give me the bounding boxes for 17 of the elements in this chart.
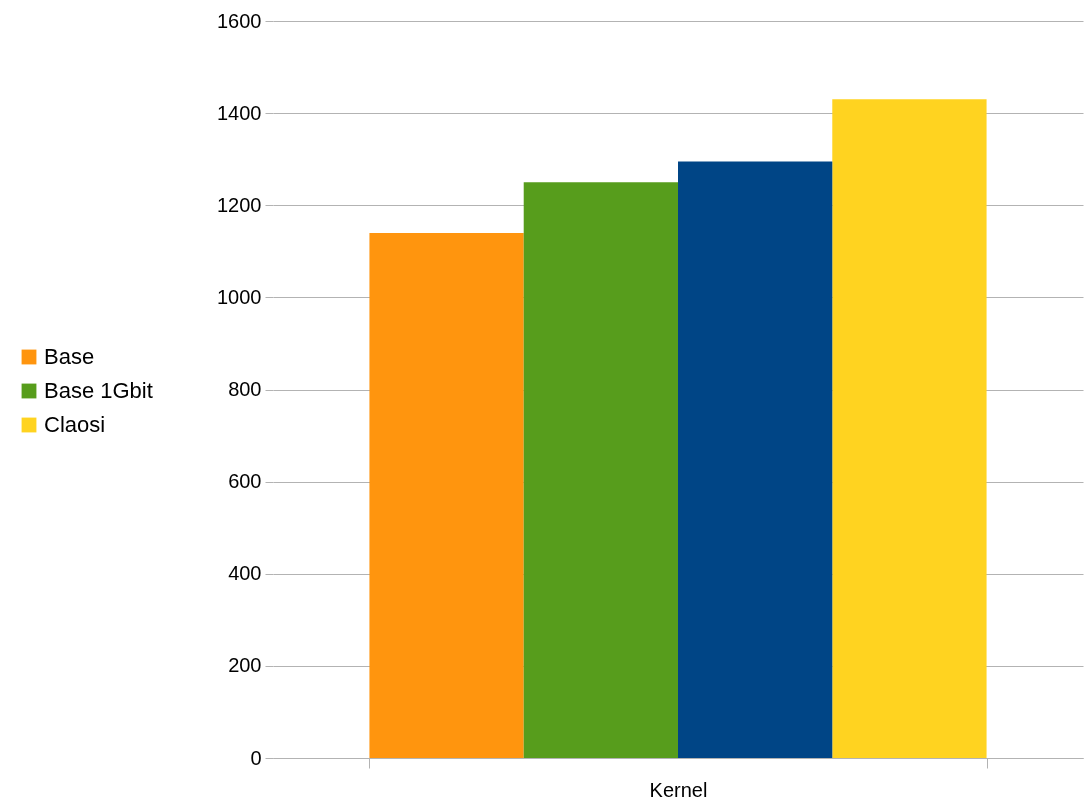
legend-label: Claosi: [44, 412, 106, 437]
bar: [832, 99, 987, 758]
y-tick-label: 1600: [217, 9, 262, 32]
y-tick-label: 600: [228, 470, 262, 493]
y-tick-label: 400: [228, 562, 262, 585]
y-tick-label: 200: [228, 654, 262, 677]
y-tick-label: 1200: [217, 193, 262, 216]
y-tick-label: 800: [228, 378, 262, 400]
bar: [369, 232, 524, 758]
bar: [523, 182, 678, 758]
y-tick-label: 1000: [217, 285, 262, 308]
legend-label: Base: [44, 344, 95, 369]
y-tick-label: 1400: [217, 101, 262, 124]
bar: [678, 161, 833, 758]
x-tick-label: Kernel: [649, 778, 708, 801]
legend-label: Base 1Gbit: [44, 378, 153, 403]
y-tick-label: 0: [250, 746, 262, 769]
